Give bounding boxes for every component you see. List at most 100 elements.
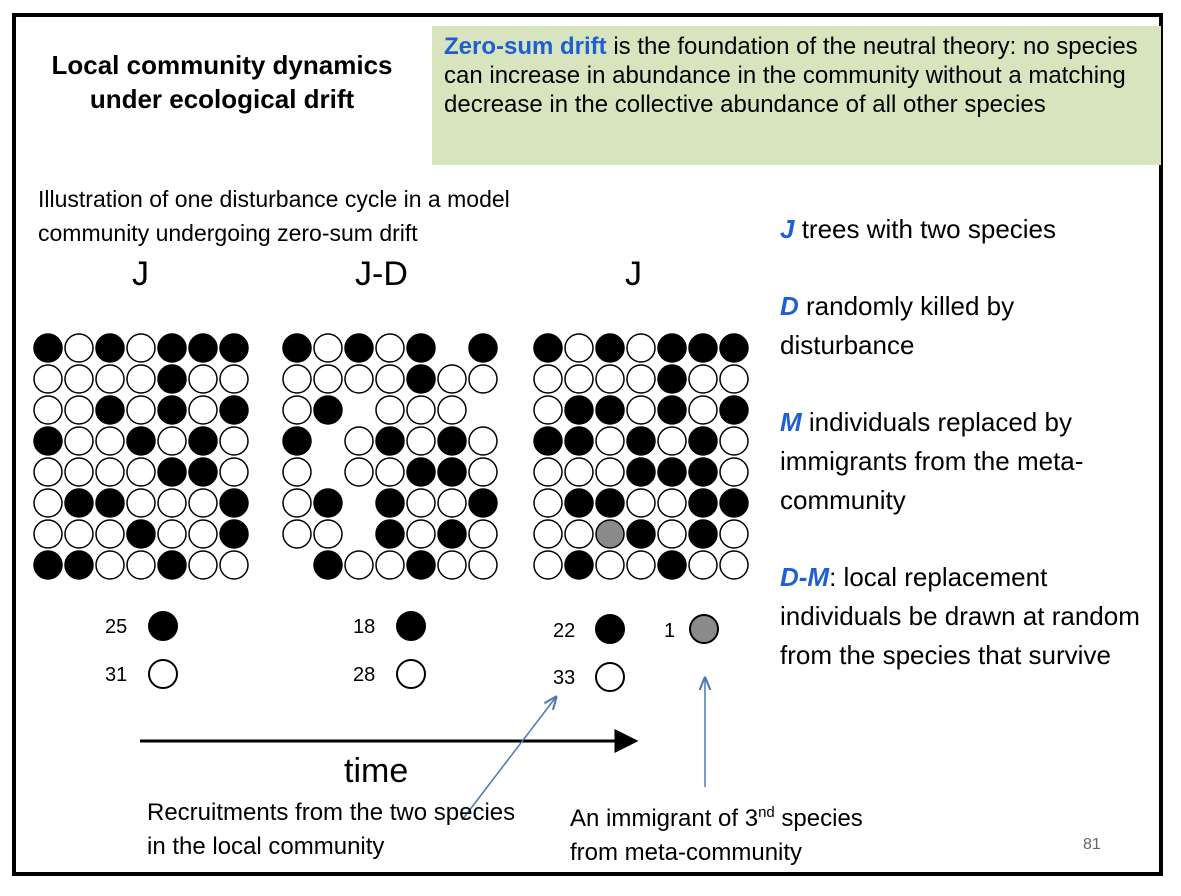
black-tree: [468, 488, 498, 518]
black-tree: [95, 333, 125, 363]
black-tree: [219, 333, 249, 363]
white-tree: [188, 364, 218, 394]
black-tree: [437, 457, 467, 487]
white-tree: [437, 395, 467, 425]
immigrant-note-sup: nd: [758, 804, 775, 821]
white-tree: [344, 457, 374, 487]
black-tree: [375, 426, 405, 456]
white-tree: [719, 364, 749, 394]
black-tree: [126, 426, 156, 456]
community-grid-initial: [33, 333, 249, 580]
count-panel1-white: 31: [105, 664, 128, 686]
white-tree: [126, 488, 156, 518]
black-tree: [344, 333, 374, 363]
immigrant-note: An immigrant of 3nd species from meta-co…: [570, 796, 910, 870]
white-tree: [282, 519, 312, 549]
black-tree: [626, 457, 656, 487]
term-d-desc: randomly killed by disturbance: [780, 291, 1015, 360]
black-tree: [219, 488, 249, 518]
white-species-icon: [595, 662, 625, 692]
white-tree: [468, 364, 498, 394]
black-tree: [313, 395, 343, 425]
white-tree: [533, 550, 563, 580]
white-tree: [688, 364, 718, 394]
black-tree: [564, 550, 594, 580]
white-tree: [564, 364, 594, 394]
count-panel3-white: 33: [553, 667, 576, 689]
white-tree: [657, 488, 687, 518]
white-tree: [595, 457, 625, 487]
white-tree: [344, 550, 374, 580]
white-tree: [626, 364, 656, 394]
white-tree: [282, 457, 312, 487]
count-panel3-gray: 1: [664, 620, 676, 642]
white-tree: [126, 550, 156, 580]
black-tree: [64, 550, 94, 580]
black-tree: [688, 457, 718, 487]
white-tree: [468, 550, 498, 580]
white-tree: [564, 457, 594, 487]
white-tree: [64, 457, 94, 487]
black-tree: [313, 488, 343, 518]
black-tree: [626, 426, 656, 456]
white-tree: [188, 519, 218, 549]
black-tree: [595, 395, 625, 425]
white-tree: [313, 364, 343, 394]
white-tree: [64, 426, 94, 456]
term-j-desc: trees with two species: [794, 214, 1057, 244]
white-tree: [64, 364, 94, 394]
white-tree: [626, 395, 656, 425]
black-tree: [188, 426, 218, 456]
black-tree: [437, 426, 467, 456]
white-tree: [533, 395, 563, 425]
white-tree: [406, 519, 436, 549]
legend-m: M individuals replaced by immigrants fro…: [780, 403, 1140, 520]
black-tree: [157, 457, 187, 487]
white-tree: [33, 364, 63, 394]
black-tree: [375, 488, 405, 518]
black-tree: [406, 364, 436, 394]
black-tree: [595, 488, 625, 518]
black-tree: [595, 333, 625, 363]
black-tree: [33, 550, 63, 580]
white-tree: [313, 519, 343, 549]
white-tree: [375, 457, 405, 487]
black-tree: [188, 457, 218, 487]
white-tree: [375, 364, 405, 394]
black-species-icon: [595, 614, 625, 644]
white-tree: [95, 550, 125, 580]
slide-title: Local community dynamics under ecologica…: [51, 50, 393, 114]
white-tree: [157, 426, 187, 456]
black-tree: [219, 395, 249, 425]
white-tree: [437, 364, 467, 394]
white-tree: [64, 395, 94, 425]
white-tree: [375, 395, 405, 425]
white-tree: [406, 488, 436, 518]
immigrant-note-pre: An immigrant of 3: [570, 805, 759, 832]
white-tree: [626, 550, 656, 580]
white-tree: [468, 457, 498, 487]
black-tree: [157, 333, 187, 363]
panel-label-j-1: J: [132, 255, 149, 293]
white-tree: [626, 488, 656, 518]
black-tree: [437, 519, 467, 549]
white-tree: [595, 426, 625, 456]
black-tree: [406, 457, 436, 487]
term-d-m-desc: : local replacement individuals be drawn…: [780, 562, 1140, 670]
black-tree: [95, 395, 125, 425]
white-species-icon: [148, 659, 178, 689]
white-tree: [595, 364, 625, 394]
black-tree: [657, 333, 687, 363]
black-tree: [157, 550, 187, 580]
caption-text: Illustration of one disturbance cycle in…: [38, 186, 510, 246]
white-tree: [33, 395, 63, 425]
white-tree: [33, 457, 63, 487]
black-tree: [657, 457, 687, 487]
white-tree: [719, 519, 749, 549]
white-tree: [95, 519, 125, 549]
count-panel2-black: 18: [353, 616, 376, 638]
count-panel2-white: 28: [353, 664, 376, 686]
black-tree: [533, 333, 563, 363]
white-tree: [188, 550, 218, 580]
